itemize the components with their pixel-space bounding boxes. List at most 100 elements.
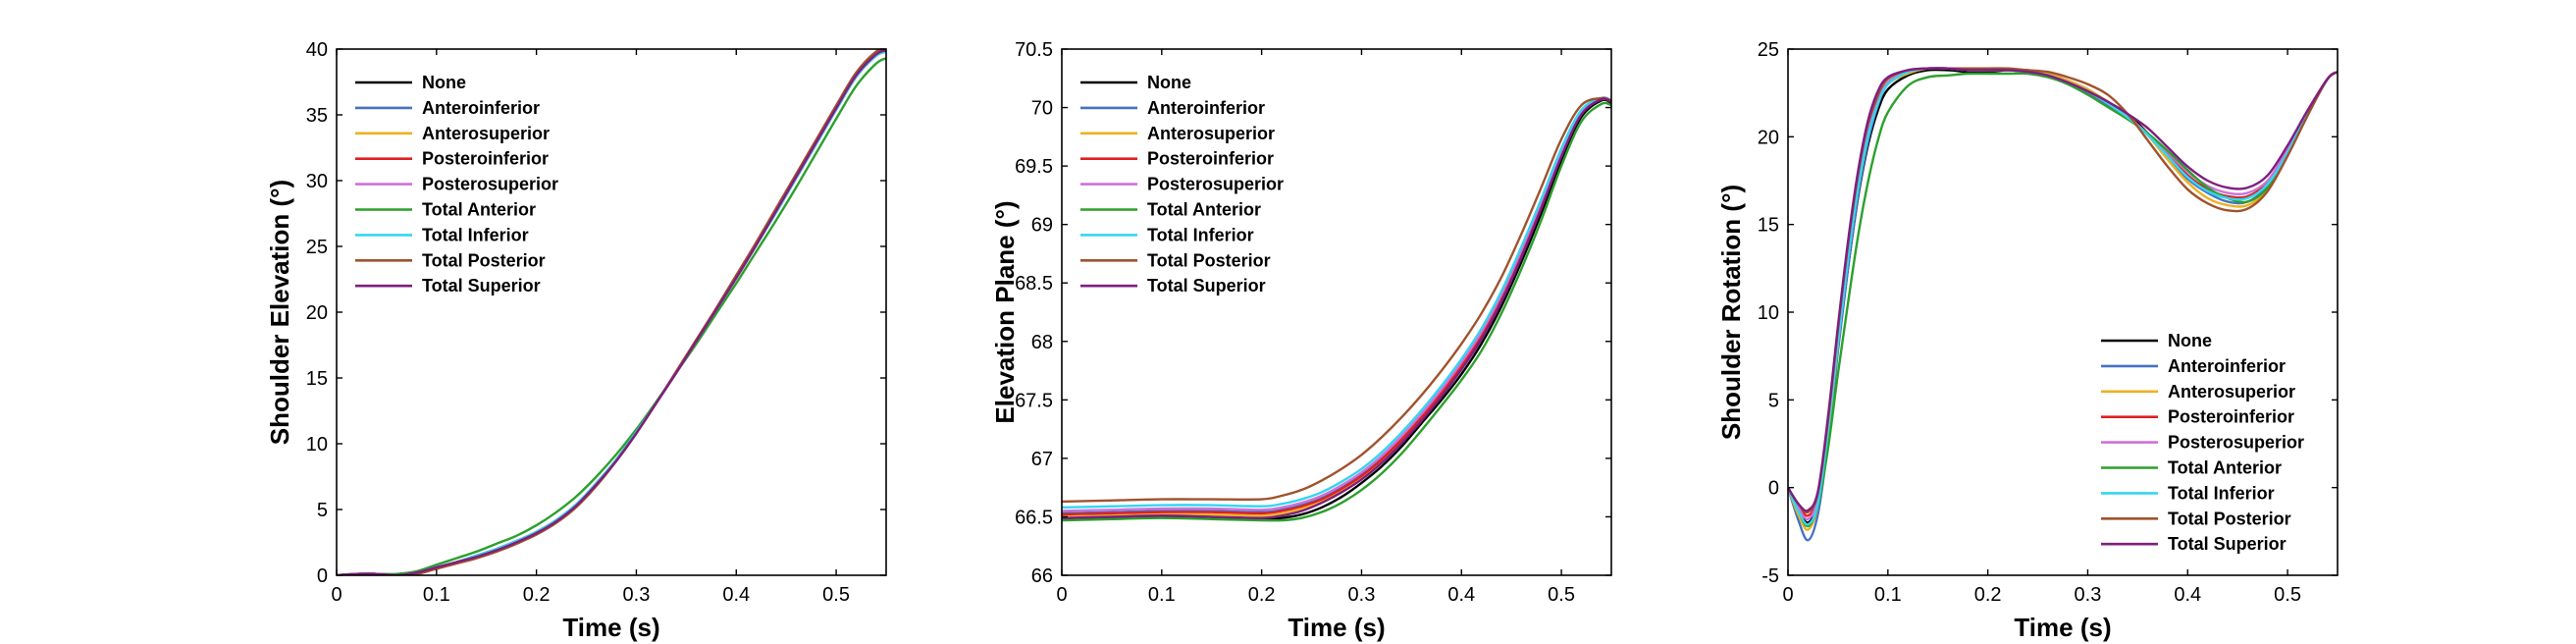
legend-label: Total Inferior (1147, 225, 1254, 244)
y-tick-label: 68.5 (1015, 273, 1053, 295)
legend-label: Total Superior (422, 276, 541, 295)
series-line-none (1062, 98, 1611, 521)
series-line-anterosuperior (337, 49, 886, 575)
y-tick-label: 66 (1031, 565, 1053, 587)
legend-label: None (1147, 73, 1191, 92)
x-tick-label: 0.3 (623, 584, 651, 606)
x-tick-label: 0.2 (1974, 584, 2002, 606)
series-line-total-inferior (337, 50, 886, 575)
y-tick-label: 70.5 (1015, 39, 1053, 61)
series-line-posteroinferior (1062, 97, 1611, 516)
chart-panel-1: 0 0.1 0.2 0.3 0.4 0.5 0 5 10 15 20 25 30 35 40 Time (s)… (265, 39, 887, 642)
axes-box (1061, 48, 1612, 576)
x-tick-label: 0.1 (1874, 584, 1902, 606)
x-tick-label: 0 (331, 584, 342, 606)
y-tick-label: 67 (1031, 449, 1053, 470)
legend-label: Total Superior (1147, 276, 1266, 295)
series-line-total-superior (1062, 97, 1611, 519)
chart-panel-2: 0 0.1 0.2 0.3 0.4 0.5 66 66.5 67 67.5 68 68.5 69 69.5… (990, 39, 1612, 642)
legend: None Anteroinferior Anterosuperior Posteroi… (355, 73, 558, 295)
legend-label: Total Posterior (1147, 250, 1271, 270)
series-line-total-superior (337, 49, 886, 575)
y-tick-label: 10 (1758, 302, 1779, 324)
y-tick-label: 35 (306, 105, 328, 127)
series-lines (337, 49, 886, 575)
y-tick-label: 70 (1031, 98, 1053, 120)
x-tick-label: 0.2 (1248, 584, 1276, 606)
series-line-total-anterior (1788, 71, 2338, 528)
x-tick-label: 0.5 (2274, 584, 2301, 606)
y-tick-label: 25 (306, 237, 328, 258)
series-lines (1062, 96, 1611, 522)
series-line-none (1788, 68, 2338, 524)
series-line-total-anterior (1062, 101, 1611, 522)
y-tick-label: 69.5 (1015, 156, 1053, 178)
series-line-total-posterior (1062, 96, 1611, 504)
x-tick-label: 0 (1056, 584, 1067, 606)
y-tick-label: 15 (1758, 215, 1779, 237)
x-tick-label: 0.4 (2174, 584, 2201, 606)
legend-label: None (2168, 331, 2212, 350)
legend-label: Anterosuperior (2168, 382, 2295, 402)
legend-label: Posterosuperior (422, 175, 558, 194)
y-tick-label: 20 (1758, 127, 1779, 148)
x-tick-label: 0.1 (1148, 584, 1176, 606)
y-tick-label: 20 (306, 302, 328, 324)
legend: None Anteroinferior Anterosuperior Posteroi… (2101, 331, 2304, 554)
x-tick-label: 0.1 (423, 584, 450, 606)
x-tick-label: 0.4 (722, 584, 750, 606)
legend-label: None (422, 73, 466, 92)
legend-label: Posteroinferior (2168, 407, 2294, 427)
x-axis-label: Time (s) (1288, 613, 1385, 642)
legend-label: Total Inferior (2168, 483, 2275, 503)
series-line-posterosuperior (1062, 96, 1611, 512)
series-line-none (337, 50, 886, 575)
y-tick-label: 66.5 (1015, 507, 1053, 528)
series-line-total-superior (1788, 67, 2338, 512)
legend-label: Total Inferior (422, 225, 529, 244)
y-tick-label: 5 (1768, 390, 1779, 411)
y-axis-label: Shoulder Elevation (°) (265, 180, 294, 445)
x-axis-label: Time (s) (2014, 613, 2111, 642)
x-tick-label: 0.2 (523, 584, 551, 606)
legend-label: Total Anterior (2168, 458, 2282, 478)
x-tick-label: 0 (1782, 584, 1793, 606)
legend-label: Anterosuperior (1147, 124, 1275, 143)
legend-label: Total Superior (2168, 534, 2287, 554)
x-tick-label: 0.5 (822, 584, 850, 606)
x-tick-label: 0.3 (2075, 584, 2102, 606)
y-tick-label: 30 (306, 171, 328, 192)
y-tick-label: 69 (1031, 215, 1053, 237)
x-axis-label: Time (s) (562, 613, 659, 642)
y-tick-label: 0 (317, 565, 328, 587)
y-tick-label: 25 (1758, 39, 1779, 61)
y-tick-label: 40 (306, 39, 328, 61)
legend-label: Posterosuperior (2168, 433, 2304, 453)
x-tick-label: 0.4 (1447, 584, 1475, 606)
y-tick-label: 10 (306, 434, 328, 456)
series-lines (1788, 66, 2338, 542)
y-tick-label: -5 (1761, 565, 1779, 587)
y-axis-label: Elevation Plane (°) (990, 200, 1020, 423)
legend-label: Anteroinferior (2168, 356, 2286, 376)
legend-label: Total Anterior (1147, 200, 1261, 220)
y-tick-label: 0 (1768, 478, 1779, 500)
y-axis-label: Shoulder Rotation (°) (1716, 185, 1746, 440)
y-tick-label: 68 (1031, 332, 1053, 353)
legend-label: Anteroinferior (1147, 98, 1265, 118)
legend-label: Total Anterior (422, 200, 536, 220)
series-line-total-inferior (1062, 96, 1611, 510)
series-line-anteroinferior (337, 49, 886, 575)
series-line-anteroinferior (1062, 96, 1611, 515)
legend: None Anteroinferior Anterosuperior Posteroi… (1080, 73, 1284, 295)
legend-label: Anteroinferior (422, 98, 540, 118)
axes-box (336, 48, 887, 576)
x-tick-label: 0.5 (1548, 584, 1575, 606)
legend-label: Posterosuperior (1147, 175, 1284, 194)
series-line-posterosuperior (337, 49, 886, 575)
legend-label: Posteroinferior (1147, 149, 1274, 169)
legend-label: Posteroinferior (422, 149, 549, 169)
legend-label: Total Posterior (2168, 509, 2291, 528)
